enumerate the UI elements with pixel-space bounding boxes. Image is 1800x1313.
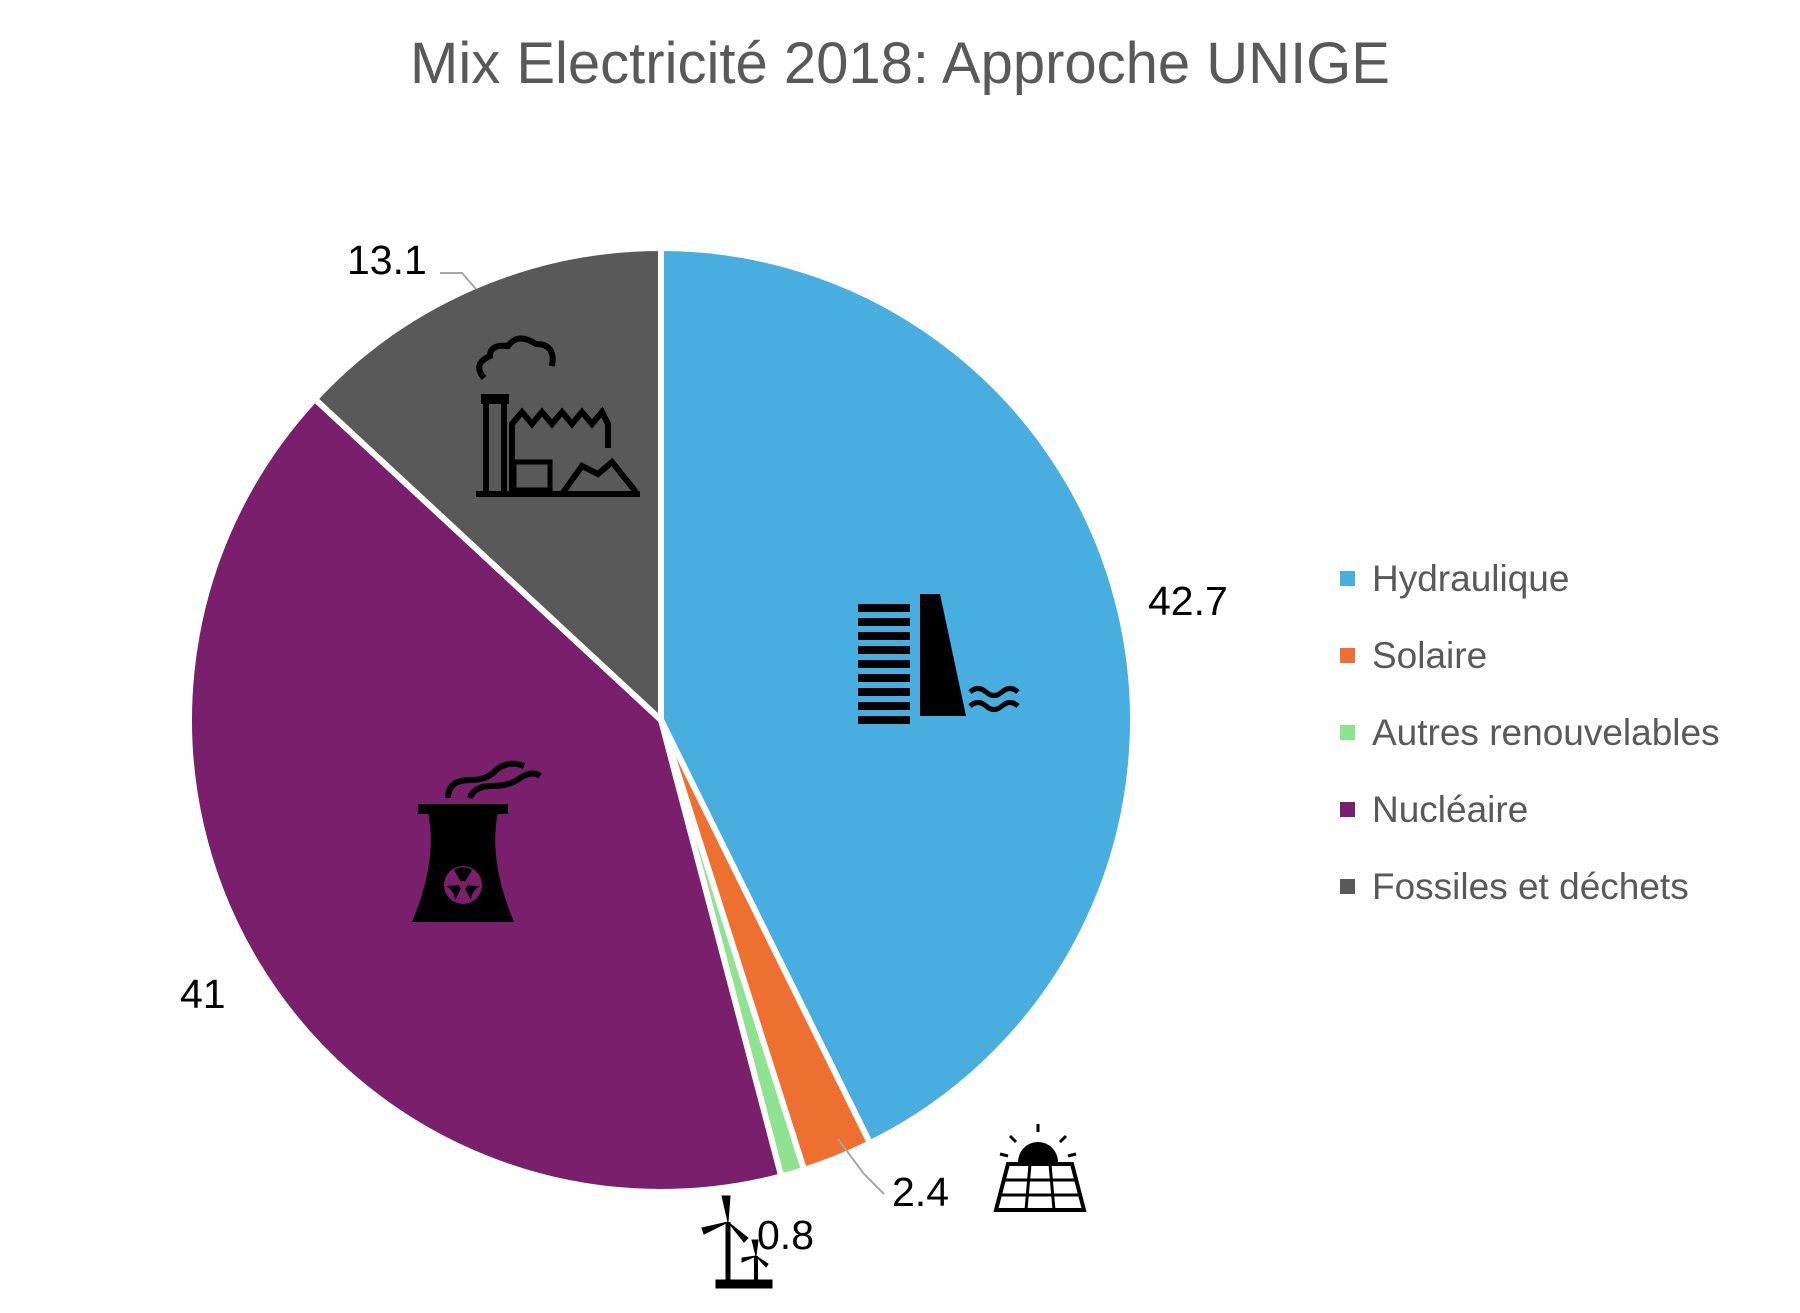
legend-item-autres-renouvelables: Autres renouvelables [1340,694,1720,771]
leader-lines [440,272,885,1195]
legend-label: Fossiles et déchets [1372,865,1689,907]
legend-item-hydraulique: Hydraulique [1340,540,1720,617]
leader-line-fossiles-et-dechets [440,272,477,290]
pie-slices [186,245,1136,1195]
legend-swatch [1340,725,1355,740]
legend-label: Hydraulique [1372,557,1570,599]
pie-slice-nucleaire [186,396,785,1195]
data-label-solaire: 2.4 [892,1169,949,1215]
data-label-autres-renouvelables: 0.8 [757,1212,814,1258]
legend-item-fossiles: Fossiles et déchets [1340,848,1720,925]
legend: Hydraulique Solaire Autres renouvelables… [1340,540,1720,925]
data-label-fossiles-et-dechets: 13.1 [347,237,427,283]
legend-item-solaire: Solaire [1340,617,1720,694]
nuclear-plant-icon [412,760,542,922]
legend-swatch [1340,571,1355,586]
factory-icon [476,335,640,497]
legend-swatch [1340,648,1355,663]
legend-label: Autres renouvelables [1372,711,1720,753]
data-label-hydraulique: 42.7 [1148,578,1228,624]
legend-swatch [1340,879,1355,894]
wind-turbine-icon [701,1195,773,1289]
chart-title: Mix Electricité 2018: Approche UNIGE [410,31,1390,96]
legend-label: Nucléaire [1372,788,1529,830]
data-label-nucleaire: 41 [180,971,226,1017]
leader-line-solaire [837,1138,885,1195]
legend-swatch [1340,802,1355,817]
data-labels: 42.7 2.4 0.8 41 13.1 [180,237,1228,1258]
solar-panel-icon [993,1124,1087,1212]
dam-icon [858,594,1020,724]
legend-label: Solaire [1372,634,1488,676]
legend-item-nucleaire: Nucléaire [1340,771,1720,848]
